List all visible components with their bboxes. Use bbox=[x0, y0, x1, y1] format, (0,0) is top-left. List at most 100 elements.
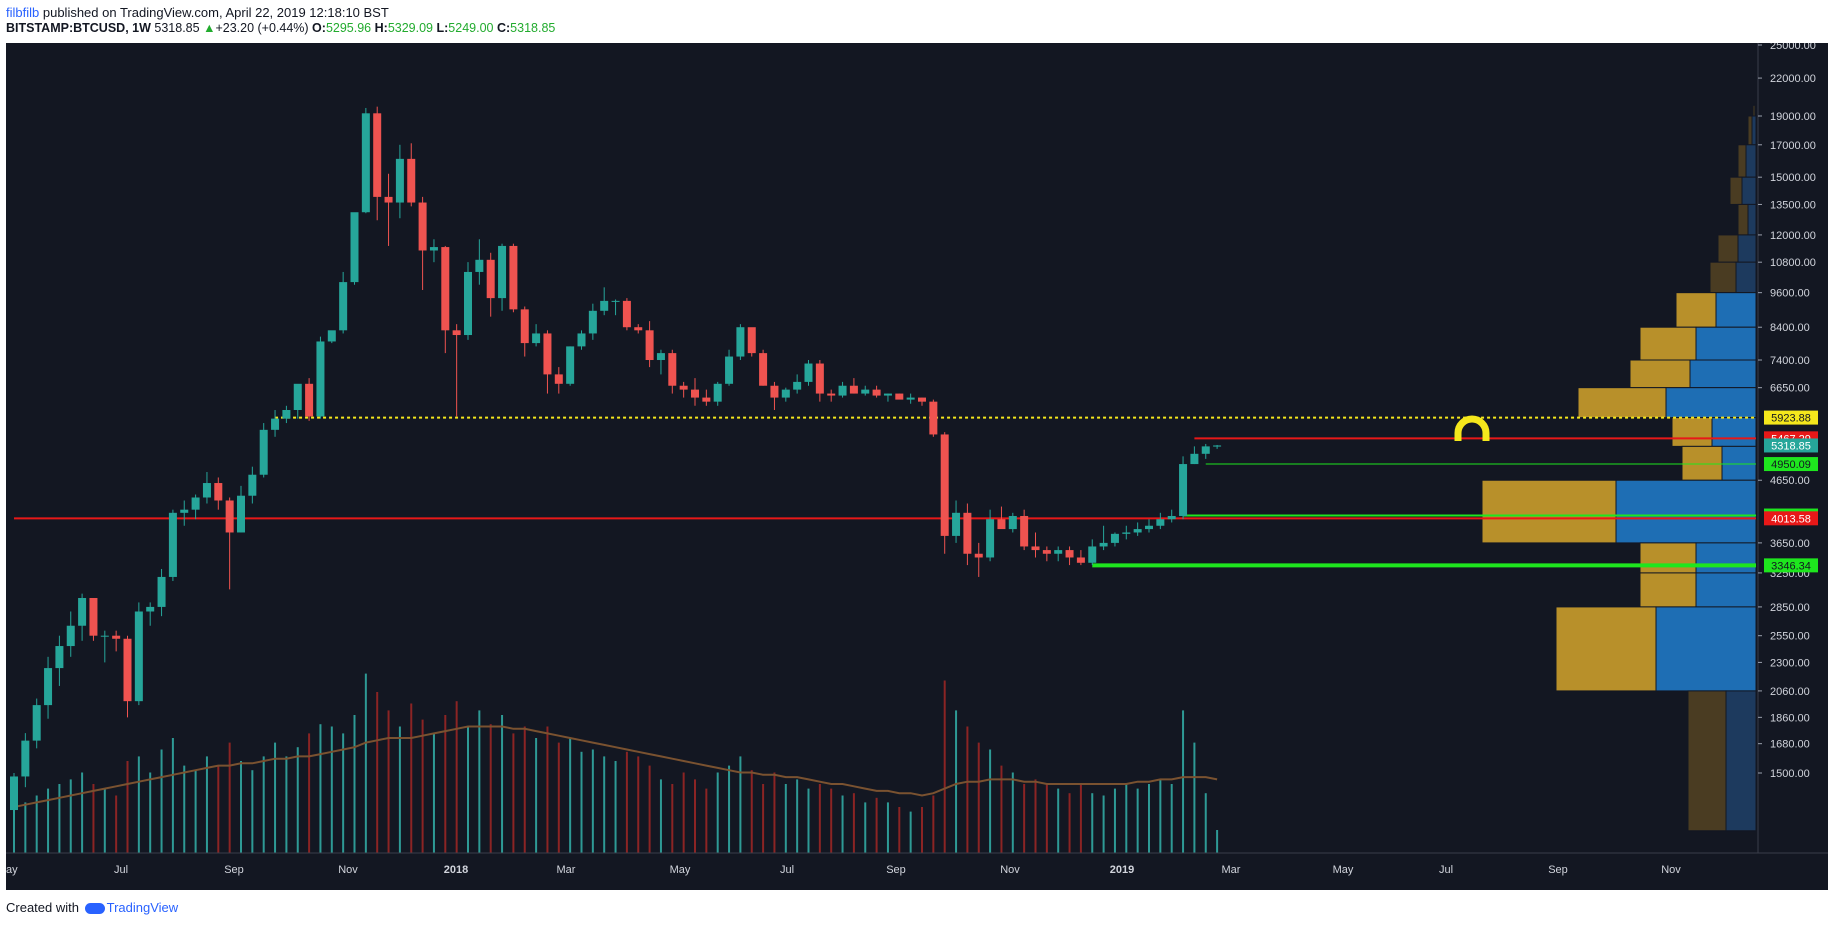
candle-body bbox=[725, 356, 734, 384]
time-axis[interactable]: ay Jul Sep Nov 2018 Mar May Jul Sep Nov 2019 Mar May… bbox=[6, 852, 1828, 876]
profile-bar-down bbox=[1745, 144, 1757, 178]
profile-bar-up bbox=[1481, 479, 1617, 544]
candle-body bbox=[214, 483, 223, 501]
candle-body bbox=[32, 705, 41, 741]
volume-bar bbox=[966, 726, 969, 853]
volume-bar bbox=[546, 726, 549, 853]
volume-bar bbox=[682, 772, 685, 853]
candle-body bbox=[849, 385, 858, 394]
price-tick-label: 17000.00 bbox=[1770, 140, 1816, 152]
candle-body bbox=[395, 158, 404, 203]
volume-bar bbox=[841, 795, 844, 853]
volume-bar bbox=[728, 765, 731, 853]
profile-bar-down bbox=[1747, 203, 1757, 236]
volume-bar bbox=[886, 802, 889, 853]
candle-body bbox=[168, 512, 177, 577]
volume-bar bbox=[1034, 779, 1037, 853]
open-label: O: bbox=[312, 21, 326, 35]
time-tick-label: 2018 bbox=[444, 864, 468, 876]
profile-bar-up bbox=[1737, 144, 1747, 178]
profile-bar-down bbox=[1715, 292, 1757, 328]
time-tick-label: Jul bbox=[780, 864, 794, 876]
profile-bar-up bbox=[1675, 292, 1717, 328]
volume-bar bbox=[501, 715, 504, 853]
profile-bar-up bbox=[1752, 104, 1756, 117]
last-price: 5318.85 bbox=[154, 21, 200, 35]
candle-body bbox=[963, 512, 972, 554]
volume-bar bbox=[13, 809, 15, 853]
candles bbox=[10, 106, 1222, 821]
volume-bar bbox=[955, 710, 958, 853]
price-label-box bbox=[1764, 438, 1818, 453]
price-tick-label: 1500.00 bbox=[1770, 768, 1810, 780]
price-tick-label: 12000.00 bbox=[1770, 230, 1816, 242]
candle-body bbox=[793, 381, 802, 390]
candle-body bbox=[1110, 533, 1119, 543]
price-axis[interactable]: 25000.00 22000.00 19000.00 17000.00 15000.00… bbox=[1757, 43, 1816, 853]
author-link[interactable]: filbfilb bbox=[6, 5, 40, 20]
volume-bar bbox=[432, 733, 435, 853]
magnet-tip-left bbox=[1454, 441, 1462, 447]
price-tick-label: 1680.00 bbox=[1770, 739, 1810, 751]
candle-body bbox=[940, 434, 949, 536]
volume-bar bbox=[1182, 710, 1185, 853]
volume-bar bbox=[274, 742, 277, 853]
volume-bar bbox=[603, 756, 606, 853]
candle-body bbox=[668, 353, 677, 386]
profile-bar-down bbox=[1735, 261, 1757, 294]
profile-bar-down bbox=[1689, 359, 1757, 389]
volume-bar bbox=[364, 673, 367, 853]
profile-bar-down bbox=[1695, 326, 1757, 361]
candle-body bbox=[1088, 546, 1097, 563]
time-tick-label: Jul bbox=[114, 864, 128, 876]
candle-body bbox=[883, 393, 892, 396]
time-tick-label: Nov bbox=[1661, 864, 1681, 876]
candle-body bbox=[1008, 515, 1017, 530]
volume-bar bbox=[410, 703, 413, 853]
candle-body bbox=[804, 363, 813, 382]
price-tick-label: 7400.00 bbox=[1770, 355, 1810, 367]
volume-bar bbox=[1216, 830, 1219, 853]
published-text: published on TradingView.com, April 22, … bbox=[39, 5, 389, 20]
volume-bar bbox=[807, 788, 810, 853]
price-tick-label: 2850.00 bbox=[1770, 602, 1810, 614]
volume-bar bbox=[1170, 784, 1173, 853]
volume-bar bbox=[557, 742, 560, 853]
candlestick-chart[interactable]: 25000.00 22000.00 19000.00 17000.00 15000.00… bbox=[6, 43, 1828, 890]
symbol-label[interactable]: BITSTAMP:BTCUSD, 1W bbox=[6, 21, 151, 35]
candle-body bbox=[134, 611, 143, 702]
volume-bar bbox=[705, 788, 708, 853]
volume-bar bbox=[648, 765, 651, 853]
volume-bar bbox=[864, 802, 867, 853]
price-tick-label: 2060.00 bbox=[1770, 686, 1810, 698]
candle-body bbox=[89, 597, 98, 636]
volume-bar bbox=[1045, 784, 1048, 853]
candle-body bbox=[55, 646, 64, 669]
candle-body bbox=[1156, 519, 1165, 526]
volume-bar bbox=[285, 756, 288, 853]
volume-bar bbox=[591, 749, 594, 853]
candle-body bbox=[906, 397, 915, 400]
tradingview-brand-link[interactable]: TradingView bbox=[106, 900, 179, 915]
volume-bar bbox=[137, 756, 140, 853]
volume-profile bbox=[1481, 104, 1757, 832]
candle-body bbox=[464, 271, 472, 336]
candle-body bbox=[180, 509, 189, 513]
volume-bar bbox=[671, 784, 674, 853]
volume-bar bbox=[444, 715, 447, 853]
candle-body bbox=[202, 483, 211, 498]
volume-bar bbox=[353, 715, 356, 853]
candle-body bbox=[861, 389, 870, 394]
chart-area[interactable]: 25000.00 22000.00 19000.00 17000.00 15000.00… bbox=[6, 43, 1828, 890]
candle-body bbox=[282, 410, 291, 419]
magnet-icon[interactable] bbox=[1454, 415, 1490, 447]
volume-bar bbox=[932, 795, 935, 853]
price-label-box bbox=[1764, 558, 1818, 573]
volume-bar bbox=[1159, 779, 1162, 853]
volume-bar bbox=[47, 788, 50, 853]
volume-bar bbox=[1068, 793, 1071, 853]
price-tick-label: 8400.00 bbox=[1770, 322, 1810, 334]
candle-body bbox=[66, 625, 75, 647]
volume-bar bbox=[296, 747, 299, 853]
close-label: C: bbox=[496, 21, 511, 35]
